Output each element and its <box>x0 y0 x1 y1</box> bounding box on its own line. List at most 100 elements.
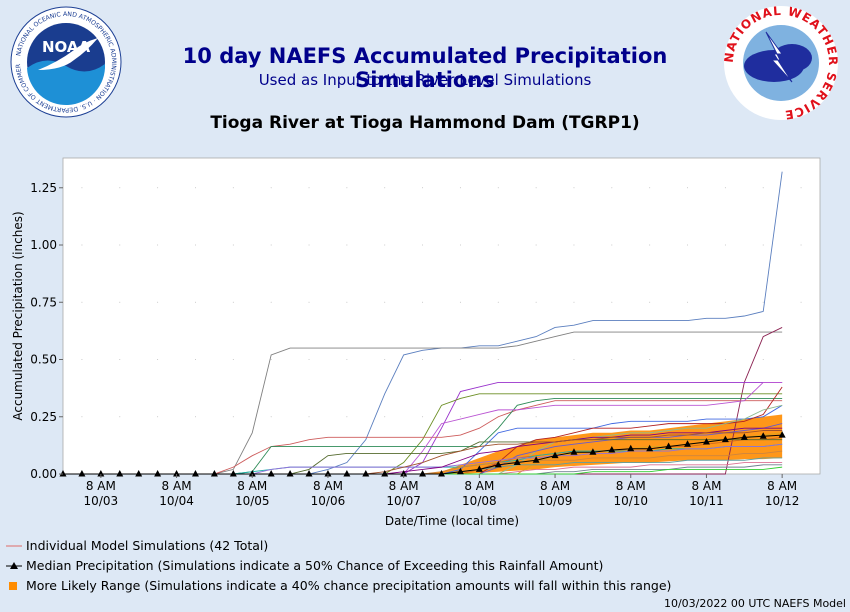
median-marker <box>665 442 673 450</box>
simulation-line-21 <box>63 464 783 475</box>
grid-dot <box>573 301 575 303</box>
grid-dot <box>270 416 272 418</box>
grid-dot <box>724 187 726 189</box>
grid-dot <box>119 359 121 361</box>
grid-dot <box>119 244 121 246</box>
grid-dot <box>459 416 461 418</box>
median-marker <box>608 445 616 453</box>
median-marker <box>419 470 427 477</box>
x-tick-label-date: 10/05 <box>235 494 270 508</box>
legend-median-swatch <box>6 561 22 569</box>
median-marker <box>59 470 67 477</box>
grid-dot <box>81 359 83 361</box>
grid-dot <box>308 416 310 418</box>
grid-dot <box>573 187 575 189</box>
grid-dot <box>81 416 83 418</box>
grid-dot <box>308 359 310 361</box>
grid-dot <box>687 244 689 246</box>
x-tick-label-time: 8 AM <box>237 479 267 493</box>
noaa-logo: NATIONAL OCEANIC AND ATMOSPHERIC ADMINIS… <box>10 6 122 118</box>
grid-dot <box>308 244 310 246</box>
grid-dot <box>157 301 159 303</box>
simulation-line-22 <box>63 466 783 475</box>
median-marker <box>513 458 521 466</box>
simulation-line-9 <box>63 404 783 475</box>
grid-dot <box>573 359 575 361</box>
x-tick-label-time: 8 AM <box>464 479 494 493</box>
median-marker <box>721 435 729 443</box>
grid-dot <box>119 416 121 418</box>
y-tick-label: 0.00 <box>30 467 57 481</box>
simulation-line-20 <box>63 462 783 475</box>
grid-dot <box>724 416 726 418</box>
grid-dot <box>157 416 159 418</box>
grid-dot <box>384 416 386 418</box>
grid-dot <box>687 359 689 361</box>
legend-individual: Individual Model Simulations (42 Total) <box>6 538 268 553</box>
grid-dot <box>422 244 424 246</box>
grid-dot <box>346 187 348 189</box>
plot-area <box>62 157 821 475</box>
grid-dot <box>573 416 575 418</box>
grid-dot <box>800 473 802 475</box>
y-tick-label: 0.25 <box>30 410 57 424</box>
grid-dot <box>724 359 726 361</box>
median-marker <box>494 460 502 468</box>
grid-dot <box>762 359 764 361</box>
grid-dot <box>535 301 537 303</box>
simulation-line-6 <box>63 400 783 475</box>
grid-dot <box>724 301 726 303</box>
grid-dot <box>800 416 802 418</box>
grid-dot <box>535 416 537 418</box>
median-marker <box>191 470 199 477</box>
median-marker <box>116 470 124 477</box>
grid-dot <box>649 187 651 189</box>
simulation-line-1 <box>63 171 783 475</box>
grid-dot <box>800 359 802 361</box>
median-marker <box>532 456 540 463</box>
chart-subtitle: Used as Input to the River Level Simulat… <box>258 71 592 89</box>
grid-dot <box>800 301 802 303</box>
grid-dot <box>270 244 272 246</box>
median-marker <box>362 470 370 477</box>
x-tick-label-date: 10/06 <box>311 494 346 508</box>
grid-dot <box>724 244 726 246</box>
simulation-line-16 <box>63 439 783 475</box>
legend-median: Median Precipitation (Simulations indica… <box>6 558 603 573</box>
median-marker <box>740 433 748 440</box>
median-marker <box>97 470 105 477</box>
grid-dot <box>535 244 537 246</box>
grid-dot <box>270 187 272 189</box>
grid-dot <box>687 187 689 189</box>
median-marker <box>702 437 710 445</box>
grid-dot <box>81 187 83 189</box>
median-marker <box>400 470 408 477</box>
x-tick-label-time: 8 AM <box>162 479 192 493</box>
median-marker <box>551 451 559 459</box>
grid-dot <box>611 187 613 189</box>
median-marker <box>305 470 313 477</box>
grid-dot <box>762 187 764 189</box>
median-marker <box>646 444 654 452</box>
grid-dot <box>611 244 613 246</box>
simulation-line-4 <box>63 381 783 475</box>
grid-dot <box>81 301 83 303</box>
median-marker <box>438 470 445 477</box>
median-marker <box>778 431 786 438</box>
grid-dot <box>459 187 461 189</box>
median-marker <box>456 467 464 475</box>
x-tick-label-time: 8 AM <box>616 479 646 493</box>
legend-individual-label: Individual Model Simulations (42 Total) <box>26 538 269 553</box>
grid-dot <box>119 301 121 303</box>
simulation-line-11 <box>63 404 783 475</box>
legend-range-swatch <box>9 581 17 590</box>
x-tick-label-date: 10/09 <box>538 494 573 508</box>
y-tick-label: 0.75 <box>30 295 57 309</box>
grid-dot <box>384 244 386 246</box>
x-tick-label-date: 10/11 <box>689 494 724 508</box>
legend-median-label: Median Precipitation (Simulations indica… <box>26 558 604 573</box>
grid-dot <box>384 359 386 361</box>
simulation-line-17 <box>63 443 783 475</box>
